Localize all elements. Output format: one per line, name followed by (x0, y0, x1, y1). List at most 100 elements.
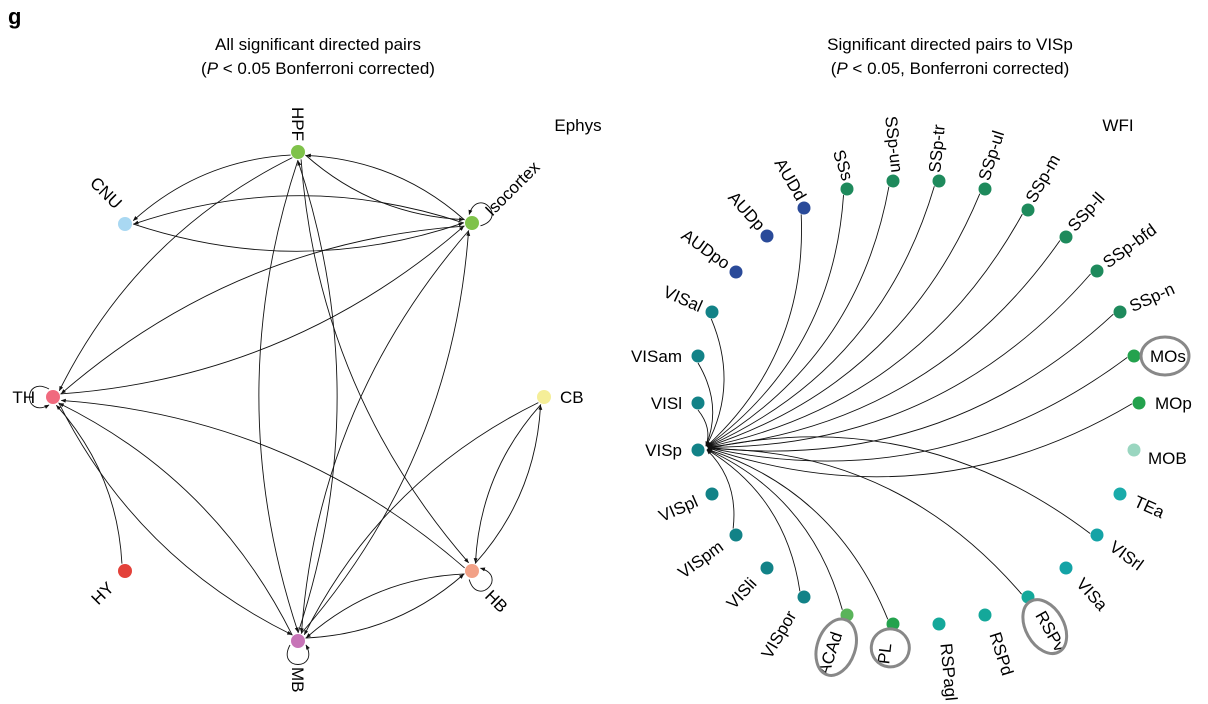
node-visl (691, 396, 705, 410)
edge-ssp-ll-to-visp (707, 240, 1061, 449)
edge-isocortex-to-cnu (133, 195, 465, 225)
node-vispor (797, 590, 811, 604)
node-label-ssp-un: SSp-un (881, 115, 906, 173)
edge-vispor-to-visp (706, 449, 801, 592)
edge-visal-to-visp (705, 318, 725, 447)
edge-cb-to-mb (303, 402, 539, 636)
right-title-rest: < 0.05, Bonferroni corrected) (848, 59, 1070, 78)
node-label-pl: PL (874, 642, 895, 665)
node-ssp-n (1113, 305, 1127, 319)
right-method-tag: WFI (1102, 116, 1133, 135)
edge-mb-to-th (58, 402, 293, 636)
node-label-vispm: VISpm (675, 537, 727, 582)
node-label-sss: SSs (829, 147, 857, 183)
node-mb (291, 634, 305, 648)
edge-mop-to-visp (707, 403, 1133, 478)
left-title-line2: (P < 0.05 Bonferroni corrected) (201, 59, 435, 78)
node-label-ssp-ll: SSp-ll (1064, 189, 1108, 236)
edge-cnu-to-isocortex (132, 222, 464, 252)
right-title-line2: (P < 0.05, Bonferroni corrected) (831, 59, 1070, 78)
edge-isocortex-to-mb (299, 230, 470, 634)
node-label-th: TH (12, 388, 35, 407)
edge-hpf-to-th (58, 157, 293, 392)
node-vispm (729, 528, 743, 542)
left-title-italic: P (207, 59, 219, 78)
highlight-ring-pl (869, 627, 911, 669)
edge-ssp-ul-to-visp (707, 193, 981, 448)
node-label-ssp-ul: SSp-ul (975, 128, 1008, 182)
node-hpf (291, 145, 305, 159)
node-label-mb: MB (288, 667, 307, 693)
node-visli (760, 561, 774, 575)
node-hb (465, 564, 479, 578)
edge-visl-to-visp (697, 409, 710, 447)
edge-vispm-to-visp (706, 449, 735, 529)
node-ssp-un (886, 174, 900, 188)
edge-hb-to-mb (305, 573, 465, 638)
edge-isocortex-to-hpf (305, 153, 465, 221)
node-label-visam: VISam (631, 347, 682, 366)
edge-hpf-to-cnu (132, 154, 291, 221)
edge-cb-to-hb (473, 404, 542, 564)
node-ssp-m (1021, 203, 1035, 217)
node-label-hb: HB (481, 586, 511, 616)
edge-hb-to-th (60, 398, 465, 569)
left-method-tag: Ephys (554, 116, 601, 135)
edge-ssp-m-to-visp (707, 213, 1023, 448)
node-visam (691, 349, 705, 363)
left-edges (29, 153, 543, 665)
node-pl (886, 617, 900, 631)
node-label-mop: MOp (1155, 394, 1192, 413)
node-audpo (729, 265, 743, 279)
node-sss (840, 182, 854, 196)
node-label-hy: HY (88, 578, 118, 608)
node-hy (118, 564, 132, 578)
panel-letter: g (8, 4, 21, 29)
node-label-tea: TEa (1131, 492, 1168, 522)
node-label-audp: AUDp (724, 188, 769, 234)
node-ssp-ll (1059, 230, 1073, 244)
left-nodes: HPF CNU Isocortex TH CB HB HY MB (12, 107, 583, 693)
edge-pl-to-visp (707, 448, 889, 620)
edge-hpf-to-hb (300, 159, 469, 564)
edge-th-to-isocortex (60, 226, 465, 395)
node-label-rspd: RSPd (985, 630, 1017, 678)
edge-hb-to-cb (474, 404, 543, 564)
edge-hy-to-th (56, 404, 123, 564)
edge-audd-to-visp (706, 214, 802, 447)
node-label-ssp-m: SSp-m (1022, 151, 1064, 206)
node-label-vispor: VISpor (758, 607, 801, 662)
node-label-audd: AUDd (771, 155, 810, 204)
node-th (46, 390, 60, 404)
node-ssp-bfd (1090, 264, 1104, 278)
edge-ssp-n-to-visp (707, 313, 1114, 452)
edge-isocortex-to-th (60, 225, 465, 394)
node-label-isocortex: Isocortex (481, 157, 544, 220)
highlight-ring-acad (814, 617, 858, 677)
edge-th-to-mb (58, 402, 293, 636)
edge-visrl-to-visp (707, 436, 1091, 534)
node-label-vispl: VISpl (656, 492, 701, 526)
node-visp (691, 443, 705, 457)
node-label-mob: MOB (1148, 449, 1187, 468)
node-label-hpf: HPF (288, 107, 307, 141)
node-label-visl: VISl (651, 394, 682, 413)
node-cb (537, 390, 551, 404)
node-rspagl (932, 617, 946, 631)
node-audd (797, 201, 811, 215)
node-tea (1113, 487, 1127, 501)
node-visa (1059, 561, 1073, 575)
highlight-ring-rspv (1021, 598, 1069, 655)
edge-th-self-loop (29, 385, 50, 409)
node-mop (1132, 396, 1146, 410)
node-label-visp: VISp (645, 441, 682, 460)
node-vispl (705, 487, 719, 501)
node-ssp-tr (932, 174, 946, 188)
node-rspd (978, 608, 992, 622)
edge-ssp-un-to-visp (706, 186, 890, 447)
right-title-italic: P (836, 59, 848, 78)
node-ssp-ul (978, 182, 992, 196)
node-mos (1127, 349, 1141, 363)
